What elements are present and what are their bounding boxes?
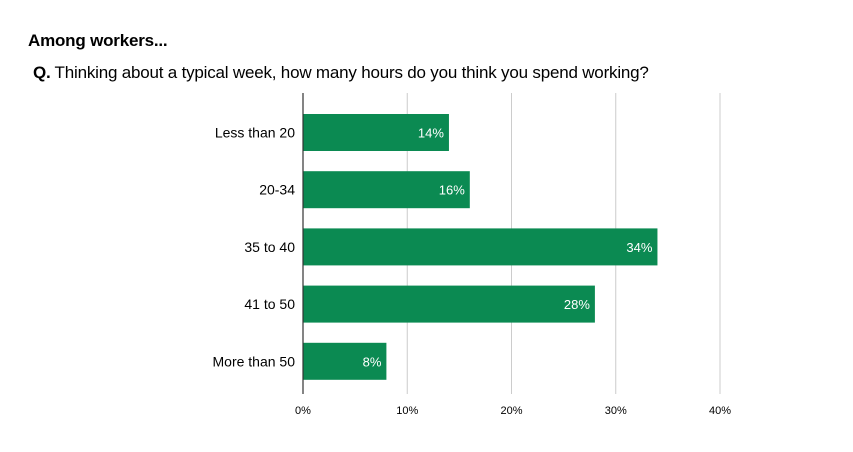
- x-tick-label: 10%: [396, 405, 418, 417]
- bar-value-label: 14%: [418, 126, 444, 141]
- bar: [303, 342, 387, 380]
- question-text: Thinking about a typical week, how many …: [54, 63, 649, 82]
- axes: 0% 10% 20% 30% 40% Less than 20 20-34 35 to 40 4…: [213, 93, 731, 417]
- bar: [303, 171, 470, 209]
- bars: 14% 16% 34% 28% 8%: [303, 114, 658, 380]
- category-label: 41 to 50: [244, 296, 295, 312]
- category-label: Less than 20: [215, 125, 295, 141]
- chart-heading: Among workers...: [28, 31, 168, 50]
- x-tick-label: 20%: [500, 405, 522, 417]
- category-label: More than 50: [213, 353, 296, 369]
- x-tick-label: 0%: [295, 405, 311, 417]
- question-prefix: Q.: [33, 63, 51, 82]
- bar: [303, 285, 595, 323]
- bar: [303, 114, 449, 151]
- bar-value-label: 28%: [564, 297, 590, 312]
- bar: [303, 228, 658, 266]
- category-label: 35 to 40: [244, 239, 295, 255]
- x-tick-label: 40%: [709, 405, 731, 417]
- bar-value-label: 34%: [626, 240, 652, 255]
- question-line: Q. Thinking about a typical week, how man…: [33, 63, 649, 83]
- bar-value-label: 16%: [439, 183, 465, 198]
- bar-value-label: 8%: [363, 354, 382, 369]
- category-label: 20-34: [259, 182, 295, 198]
- x-tick-label: 30%: [605, 405, 627, 417]
